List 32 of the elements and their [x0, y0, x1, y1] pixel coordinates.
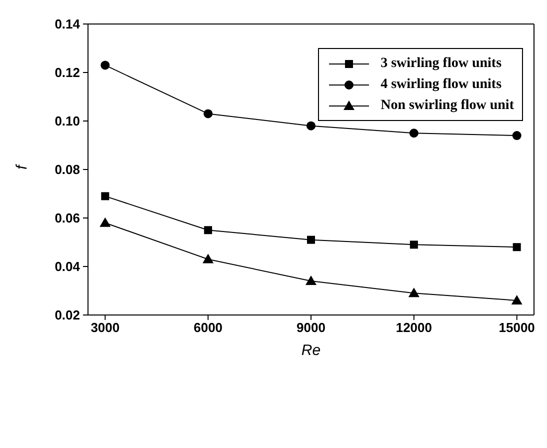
point	[204, 226, 212, 234]
point	[100, 217, 111, 227]
point	[306, 121, 316, 130]
y-tick-label: 0.08	[54, 162, 80, 178]
point	[511, 294, 522, 304]
x-tick-label: 9000	[296, 320, 326, 336]
point	[408, 288, 420, 298]
x-tick-label: 12000	[396, 320, 432, 336]
point	[307, 236, 315, 244]
legend-label: 4 swirling flow units	[380, 76, 502, 92]
legend-label: Non swirling flow unit	[380, 98, 514, 114]
point	[101, 192, 110, 200]
point	[100, 60, 110, 70]
x-tick-label: 15000	[498, 320, 535, 336]
legend-label: 3 swirling flow units	[380, 56, 502, 72]
x-tick-label: 3000	[90, 320, 120, 336]
point	[410, 240, 418, 249]
point	[306, 276, 316, 286]
x-tick-label: 6000	[194, 320, 223, 336]
y-tick-label: 0.06	[54, 210, 80, 226]
point	[409, 128, 418, 138]
point	[202, 254, 214, 264]
point	[512, 243, 521, 252]
y-tick-label: 0.10	[54, 114, 80, 129]
y-tick-label: 0.14	[54, 16, 81, 32]
y-axis-title: f	[13, 164, 30, 170]
point	[204, 109, 213, 118]
x-axis-title: Re	[301, 342, 321, 359]
y-tick-label: 0.02	[54, 308, 80, 323]
y-tick-label: 0.12	[54, 65, 80, 80]
point	[512, 131, 522, 140]
y-tick-label: 0.04	[54, 259, 81, 274]
